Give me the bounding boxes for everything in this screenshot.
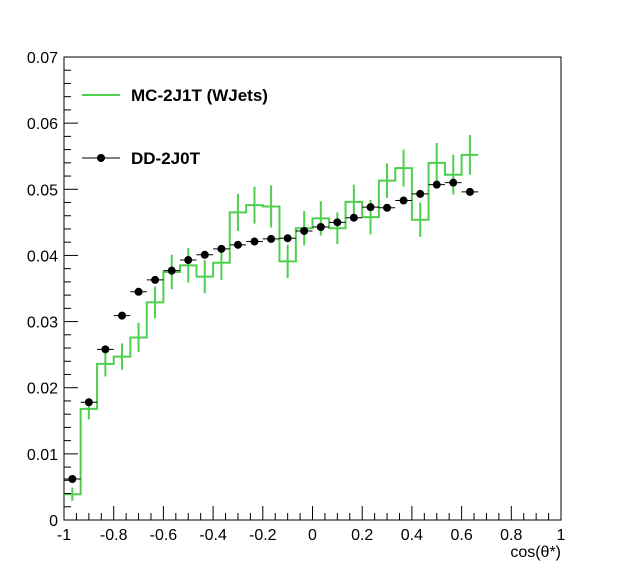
x-tick-label: -0.2 [249, 527, 277, 544]
dd-data-point [233, 240, 242, 249]
y-tick-label: 0.04 [27, 248, 58, 265]
dd-data-point [383, 203, 392, 212]
x-tick-label: 0.8 [500, 527, 522, 544]
dd-data-point [349, 213, 358, 222]
x-tick-label: -0.6 [150, 527, 178, 544]
dd-data-point [283, 234, 292, 243]
x-tick-label: 0.6 [450, 527, 472, 544]
x-tick-label: 0.2 [351, 527, 373, 544]
x-axis-title: cos(θ*) [510, 544, 561, 561]
dd-data-point [449, 178, 458, 187]
dd-data-point [84, 398, 93, 407]
dd-data-point [300, 226, 309, 235]
dd-data-point [267, 234, 276, 243]
y-tick-label: 0.03 [27, 315, 58, 332]
dd-data-point [134, 287, 143, 296]
x-tick-label: 0 [308, 527, 317, 544]
y-tick-label: 0 [49, 513, 58, 530]
mc-histogram-series [64, 135, 479, 501]
legend: MC-2J1T (WJets) DD-2J0T [82, 86, 268, 168]
dd-data-point [432, 180, 441, 189]
dd-data-point [399, 196, 408, 205]
dd-data-point [316, 222, 325, 231]
dd-data-point [118, 311, 127, 320]
y-tick-label: 0.06 [27, 116, 58, 133]
y-tick-label: 0.07 [27, 50, 58, 67]
dd-points-series [64, 178, 479, 483]
legend-dd-marker-dot [97, 154, 105, 162]
dd-data-point [366, 203, 375, 212]
dd-data-point [250, 237, 259, 246]
y-tick-label: 0.01 [27, 447, 58, 464]
x-tick-label: -0.4 [199, 527, 227, 544]
dd-data-point [416, 189, 425, 198]
dd-data-point [200, 250, 209, 259]
y-tick-label: 0.02 [27, 381, 58, 398]
x-tick-label: 0.4 [401, 527, 423, 544]
x-tick-label: -0.8 [100, 527, 128, 544]
dd-data-point [465, 187, 474, 196]
dd-data-point [184, 256, 193, 265]
x-tick-label: -1 [57, 527, 71, 544]
legend-dd-label: DD-2J0T [131, 149, 201, 168]
dd-data-point [217, 244, 226, 253]
dd-data-point [167, 266, 176, 275]
x-tick-label: 1 [557, 527, 566, 544]
dd-data-point [68, 474, 77, 483]
legend-mc-label: MC-2J1T (WJets) [131, 86, 268, 105]
y-tick-label: 0.05 [27, 182, 58, 199]
dd-data-point [101, 345, 110, 354]
dd-data-point [333, 218, 342, 227]
dd-data-point [151, 275, 160, 284]
axes: -1 -0.8 -0.6 -0.4 -0.2 0 0.2 0.4 0.6 0.8 1 0 0.01 0.0… [27, 50, 566, 544]
